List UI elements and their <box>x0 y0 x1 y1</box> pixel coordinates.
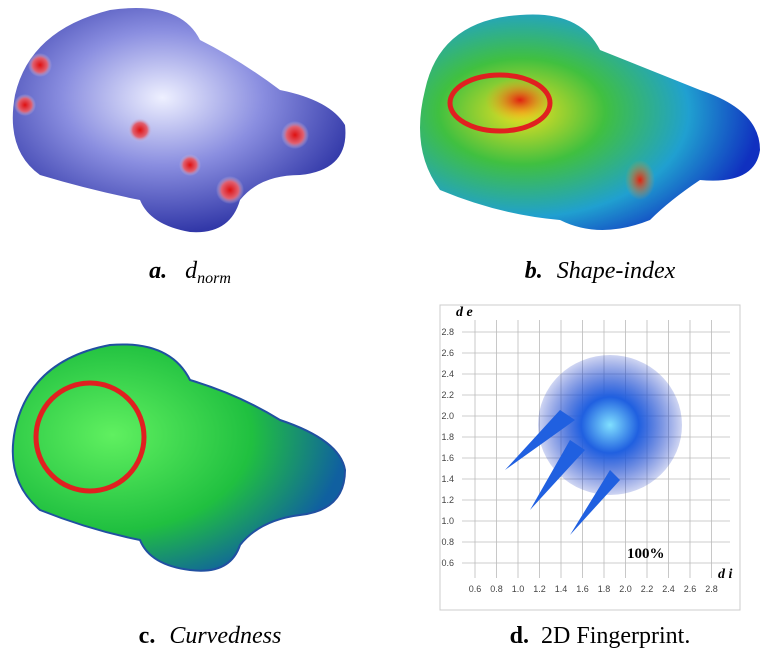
y-tick-label: 0.8 <box>441 537 454 547</box>
y-tick-label: 1.6 <box>441 453 454 463</box>
caption-title: Curvedness <box>169 623 281 649</box>
y-tick-label: 1.8 <box>441 432 454 442</box>
y-tick-label: 2.8 <box>441 327 454 337</box>
shape-index-surface <box>420 14 760 231</box>
y-tick-label: 1.2 <box>441 495 454 505</box>
x-tick-label: 1.4 <box>555 584 568 594</box>
y-tick-label: 2.0 <box>441 411 454 421</box>
x-tick-label: 1.8 <box>598 584 611 594</box>
y-tick-label: 2.6 <box>441 348 454 358</box>
fingerprint-plot: 0.6 0.8 1.0 1.2 1.4 1.6 1.8 2.0 2.2 2.4 2.6 2.8 0.6 0… <box>439 304 741 611</box>
x-tick-label: 2.6 <box>684 584 697 594</box>
curvedness-surface <box>11 343 347 572</box>
caption-label: c. <box>139 623 156 649</box>
caption-b: b. Shape-index <box>525 258 676 284</box>
x-tick-label: 0.6 <box>469 584 482 594</box>
caption-label: a. <box>149 258 167 284</box>
x-tick-label: 0.8 <box>490 584 503 594</box>
dnorm-surface <box>12 8 346 233</box>
x-tick-label: 2.8 <box>705 584 718 594</box>
caption-title: d <box>185 258 198 284</box>
caption-c: c. Curvedness <box>139 623 282 649</box>
caption-title: Shape-index <box>557 258 676 284</box>
x-tick-label: 1.6 <box>576 584 589 594</box>
caption-subscript: norm <box>197 270 231 287</box>
x-tick-label: 1.0 <box>512 584 525 594</box>
annotation: 100% <box>627 546 665 562</box>
y-tick-label: 0.6 <box>441 558 454 568</box>
caption-label: b. <box>525 258 543 284</box>
y-tick-label: 1.0 <box>441 516 454 526</box>
caption-title: 2D Fingerprint. <box>541 623 690 649</box>
y-tick-label: 2.4 <box>441 369 454 379</box>
caption-a: a. dnorm <box>149 258 231 287</box>
x-tick-label: 1.2 <box>533 584 546 594</box>
x-tick-label: 2.2 <box>641 584 654 594</box>
caption-d: d. 2D Fingerprint. <box>510 623 691 649</box>
y-axis-label: d e <box>456 305 473 320</box>
caption-label: d. <box>510 623 529 649</box>
x-tick-label: 2.4 <box>662 584 675 594</box>
x-axis-label: d i <box>718 567 733 582</box>
x-tick-label: 2.0 <box>619 584 632 594</box>
y-tick-label: 2.2 <box>441 390 454 400</box>
y-tick-label: 1.4 <box>441 474 454 484</box>
point-wings <box>505 410 620 535</box>
